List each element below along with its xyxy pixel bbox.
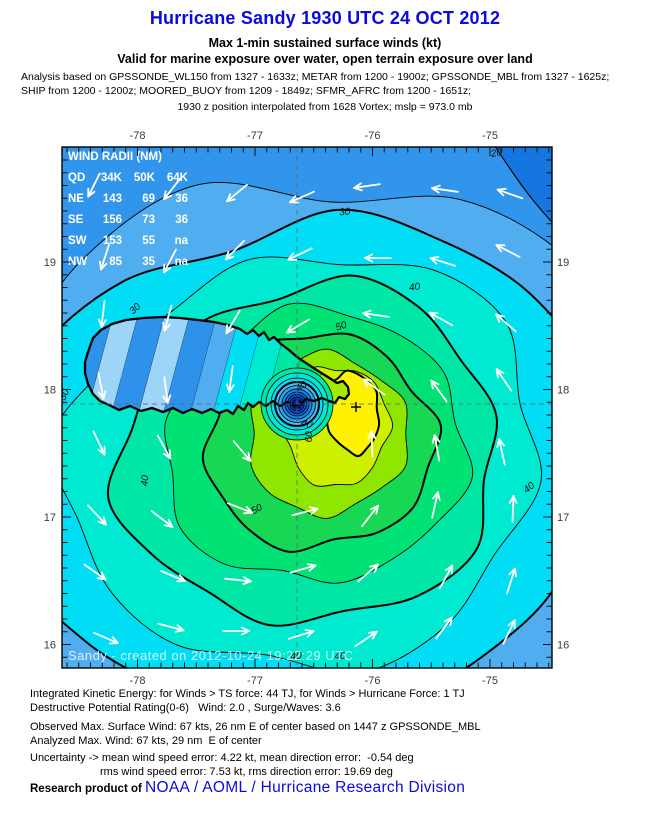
contour-label: 60 <box>304 431 315 443</box>
wind-radii-table: WIND RADII (NM) QD 34K 50K 64K NE 143 69 36 SE 156… <box>68 151 189 268</box>
watermark: Sandy - created on 2012-10-24 19:22:29 U… <box>68 648 354 663</box>
wind-arrows <box>83 172 524 648</box>
y-axis-label-right: 16 <box>557 640 569 652</box>
jamaica-coastline <box>83 315 351 416</box>
wind-radii-col: QD <box>68 172 85 184</box>
ike-line: Integrated Kinetic Energy: for Winds > T… <box>30 688 465 700</box>
x-axis-label-top: -78 <box>130 130 146 142</box>
wind-radii-cell: NW <box>68 256 87 268</box>
y-axis-label-left: 17 <box>44 512 56 524</box>
x-axis-label-top: -75 <box>482 130 498 142</box>
page-title: Hurricane Sandy 1930 UTC 24 OCT 2012 <box>149 8 501 28</box>
wind-radii-cell: 153 <box>103 235 122 247</box>
contour-label: 40 <box>408 281 421 294</box>
wind-radii-col: 34K <box>101 172 123 184</box>
wind-radii-cell: NE <box>68 193 84 205</box>
contour-label: 40 <box>140 474 152 486</box>
wind-radii-cell: 36 <box>175 214 188 226</box>
credit-line: Research product of NOAA / AOML / Hurric… <box>30 779 465 797</box>
contour-label: 30 <box>57 387 72 402</box>
credit-prefix: Research product of <box>30 783 146 795</box>
wind-radii-cell: 143 <box>103 193 122 205</box>
axis-ticks <box>62 146 552 668</box>
wind-radii-cell: 85 <box>109 256 122 268</box>
y-axis-label-right: 19 <box>557 257 569 269</box>
x-axis-label-top: -76 <box>365 130 381 142</box>
x-axis-label-bottom: -75 <box>482 675 498 687</box>
wind-radii-cell: 55 <box>142 235 155 247</box>
wind-radii-title: WIND RADII (NM) <box>68 151 162 163</box>
subtitle-exposure: Valid for marine exposure over water, op… <box>117 52 533 66</box>
analysis-sources-line1: Analysis based on GPSSONDE_WL150 from 13… <box>21 71 610 83</box>
analysis-sources-line2: SHIP from 1200 - 1200z; MOORED_BUOY from… <box>21 85 472 97</box>
y-axis-label-left: 19 <box>44 257 56 269</box>
wind-radii-cell: na <box>175 235 189 247</box>
contour-label: 40 <box>300 418 314 432</box>
destructive-potential-line: Destructive Potential Rating(0-6) Wind: … <box>30 702 341 714</box>
hrd-link[interactable]: NOAA / AOML / Hurricane Research Divisio… <box>145 779 466 796</box>
wind-radii-col: 50K <box>134 172 156 184</box>
contour-label: 40 <box>334 651 346 662</box>
y-axis-label-right: 17 <box>557 512 569 524</box>
x-axis-label-bottom: -76 <box>365 675 381 687</box>
y-axis-label-right: 18 <box>557 385 569 397</box>
max-wind-marker <box>351 402 361 412</box>
wind-radii-cell: 35 <box>142 256 155 268</box>
uncertainty-line1: Uncertainty -> mean wind speed error: 4.… <box>30 752 414 764</box>
contour-label: 20 <box>489 147 504 160</box>
wind-radii-cell: SW <box>68 235 87 247</box>
subtitle-winds: Max 1-min sustained surface winds (kt) <box>208 36 442 50</box>
wind-radii-cell: 73 <box>142 214 155 226</box>
y-axis-label-left: 18 <box>44 385 56 397</box>
uncertainty-line2: rms wind speed error: 7.53 kt, rms direc… <box>100 766 393 778</box>
contour-label: 50 <box>249 502 264 517</box>
x-axis-label-bottom: -77 <box>247 675 263 687</box>
analysis-position-line: 1930 z position interpolated from 1628 V… <box>177 101 473 113</box>
observed-max-wind-line: Observed Max. Surface Wind: 67 kts, 26 n… <box>30 721 481 733</box>
wind-radii-cell: 36 <box>175 193 188 205</box>
wind-radii-cell: 156 <box>103 214 122 226</box>
analyzed-max-wind-line: Analyzed Max. Wind: 67 kts, 29 nm E of c… <box>30 735 262 747</box>
map-frame <box>61 146 553 669</box>
contour-label: 50 <box>334 320 348 334</box>
x-axis-label-bottom: -78 <box>130 675 146 687</box>
wind-radii-col: 64K <box>167 172 189 184</box>
wind-radii-cell: na <box>175 256 189 268</box>
x-axis-label-top: -77 <box>247 130 263 142</box>
wind-radii-cell: SE <box>68 214 84 226</box>
contour-label: 30 <box>339 207 351 219</box>
y-axis-label-left: 16 <box>44 640 56 652</box>
wind-radii-cell: 69 <box>142 193 155 205</box>
contour-label: 40 <box>290 651 302 662</box>
